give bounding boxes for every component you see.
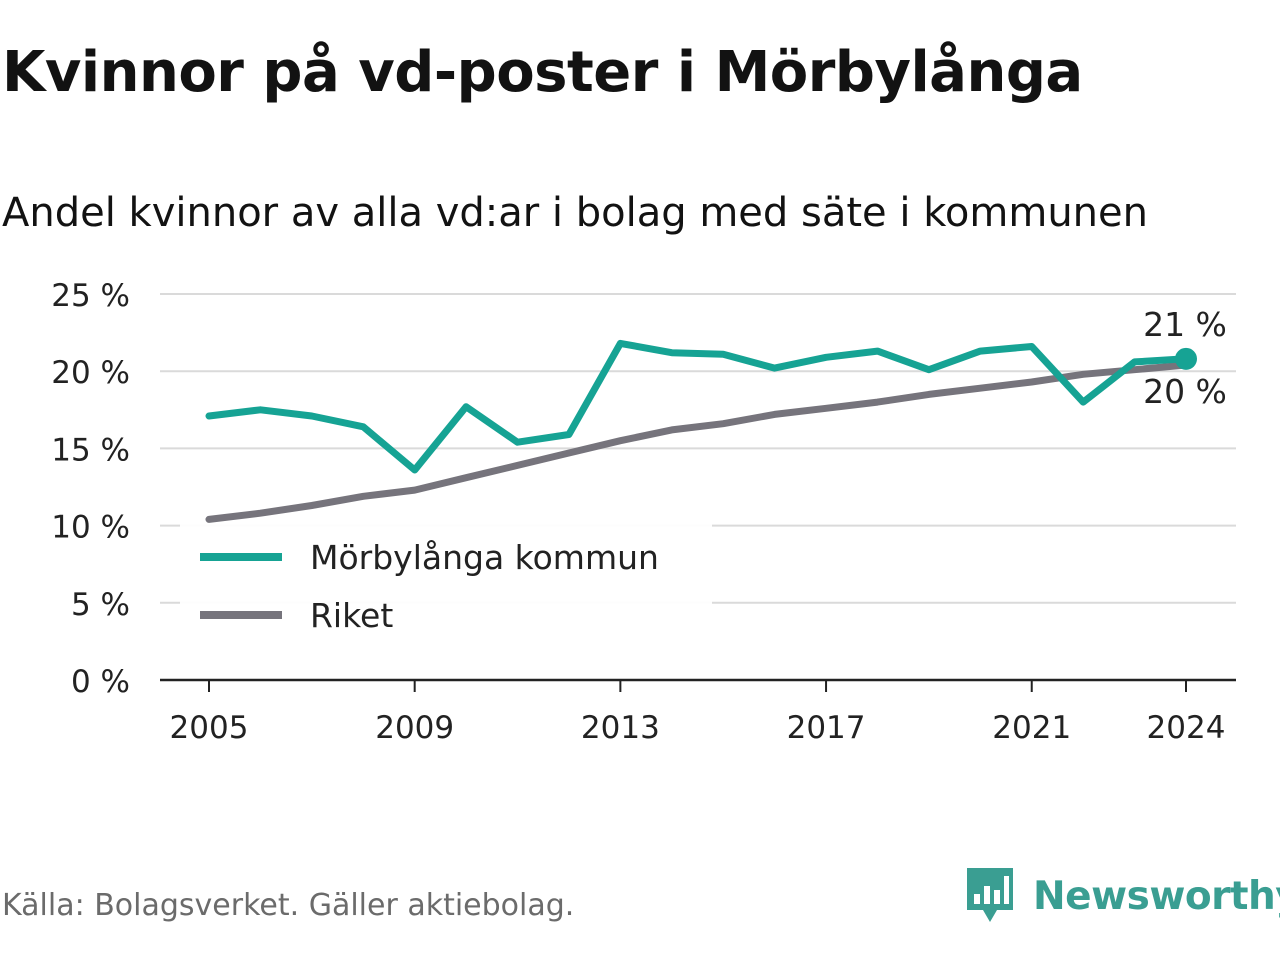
legend-label: Mörbylånga kommun (310, 538, 659, 577)
legend-label: Riket (310, 596, 393, 635)
series-lines (205, 339, 1197, 523)
end-label: 21 % (1143, 305, 1227, 344)
brand-name: Newsworthy (1033, 873, 1280, 919)
chart-title: Kvinnor på vd-poster i Mörbylånga (2, 40, 1083, 105)
end-labels: 21 % 20 % (1143, 305, 1227, 411)
series-end-point (1175, 347, 1197, 370)
x-tick-label: 2021 (992, 710, 1071, 746)
x-axis: 2005 2009 2013 2017 2021 2024 (160, 678, 1236, 746)
x-tick-label: 2005 (170, 710, 249, 746)
end-label: 20 % (1143, 372, 1227, 411)
y-tick-label: 20 % (51, 355, 130, 391)
series-line (205, 339, 1190, 474)
legend-box (180, 524, 712, 652)
x-tick-label: 2009 (375, 710, 454, 746)
y-axis-ticks: 0 % 5 % 10 % 15 % 20 % 25 % (51, 278, 130, 700)
x-tick-label: 2024 (1147, 710, 1226, 746)
line-chart: 0 %5 %10 %15 %20 %25 % 2005 2009 2013 2017 2… (51, 278, 1236, 746)
x-tick-label: 2013 (581, 710, 660, 746)
chart-subtitle: Andel kvinnor av alla vd:ar i bolag med … (2, 190, 1148, 236)
y-tick-label: 0 % (71, 664, 130, 700)
y-tick-label: 15 % (51, 432, 130, 468)
brand-logo: Newsworthy (965, 866, 1280, 926)
legend: Mörbylånga kommun Riket (180, 524, 712, 652)
source-note: Källa: Bolagsverket. Gäller aktiebolag. (2, 888, 575, 923)
y-tick-label: 25 % (51, 278, 130, 314)
newsworthy-logo-icon (967, 868, 1013, 922)
x-tick-label: 2017 (787, 710, 866, 746)
series-line (205, 361, 1190, 523)
y-tick-label: 5 % (71, 587, 130, 623)
y-tick-label: 10 % (51, 510, 130, 546)
